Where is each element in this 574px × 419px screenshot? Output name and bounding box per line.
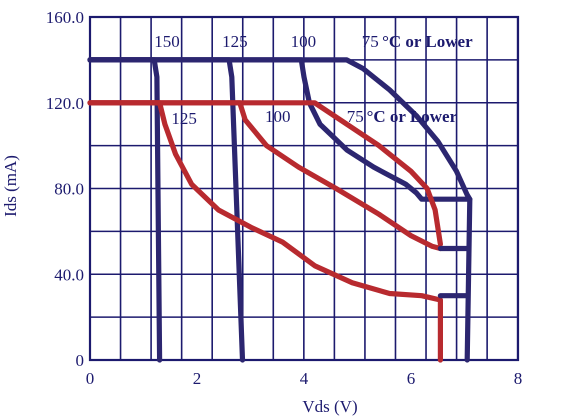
y-tick-label: 0 xyxy=(76,351,85,370)
temperature-label: 100 xyxy=(291,32,317,51)
plot-frame-rect xyxy=(88,15,520,362)
x-tick-label: 2 xyxy=(193,369,202,388)
y-tick-label: 80.0 xyxy=(54,180,84,199)
x-tick-label: 6 xyxy=(407,369,416,388)
temperature-label: 125 xyxy=(222,32,248,51)
series-lines xyxy=(87,57,473,363)
temperature-label: °C or Lower xyxy=(367,107,458,126)
plot-frame xyxy=(88,15,520,362)
tick-labels: 0 2 4 6 8 0 40.0 80.0 120.0 160.0 xyxy=(46,8,523,388)
temperature-label: 75 xyxy=(362,32,379,51)
x-tick-label: 8 xyxy=(514,369,523,388)
x-tick-label: 4 xyxy=(300,369,309,388)
y-tick-label: 160.0 xyxy=(46,8,84,27)
y-tick-label: 120.0 xyxy=(46,94,84,113)
temperature-label: 100 xyxy=(265,107,291,126)
temperature-label: 125 xyxy=(171,109,197,128)
series-line-red-5 xyxy=(87,100,443,252)
temperature-label: 150 xyxy=(154,32,180,51)
series-line-red-6 xyxy=(87,100,443,247)
series-line-blue-3 xyxy=(87,57,473,202)
y-axis-title: Ids (mA) xyxy=(1,155,20,217)
temperature-label: 75 xyxy=(347,107,364,126)
y-tick-label: 40.0 xyxy=(54,265,84,284)
x-tick-label: 0 xyxy=(86,369,95,388)
x-axis-title: Vds (V) xyxy=(302,397,357,416)
temperature-label: °C or Lower xyxy=(382,32,473,51)
series-line-red-4 xyxy=(87,100,443,363)
